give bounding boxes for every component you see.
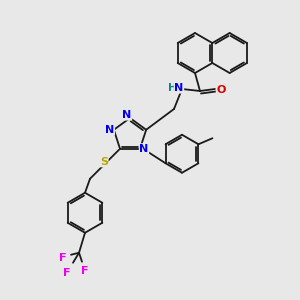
Text: H: H — [168, 83, 176, 93]
Text: N: N — [140, 144, 148, 154]
Text: N: N — [105, 125, 115, 135]
Text: F: F — [63, 268, 71, 278]
Text: F: F — [81, 266, 89, 276]
Text: S: S — [100, 157, 108, 167]
Text: N: N — [122, 110, 132, 120]
Text: N: N — [174, 83, 184, 93]
Text: O: O — [216, 85, 226, 95]
Text: F: F — [59, 253, 67, 263]
